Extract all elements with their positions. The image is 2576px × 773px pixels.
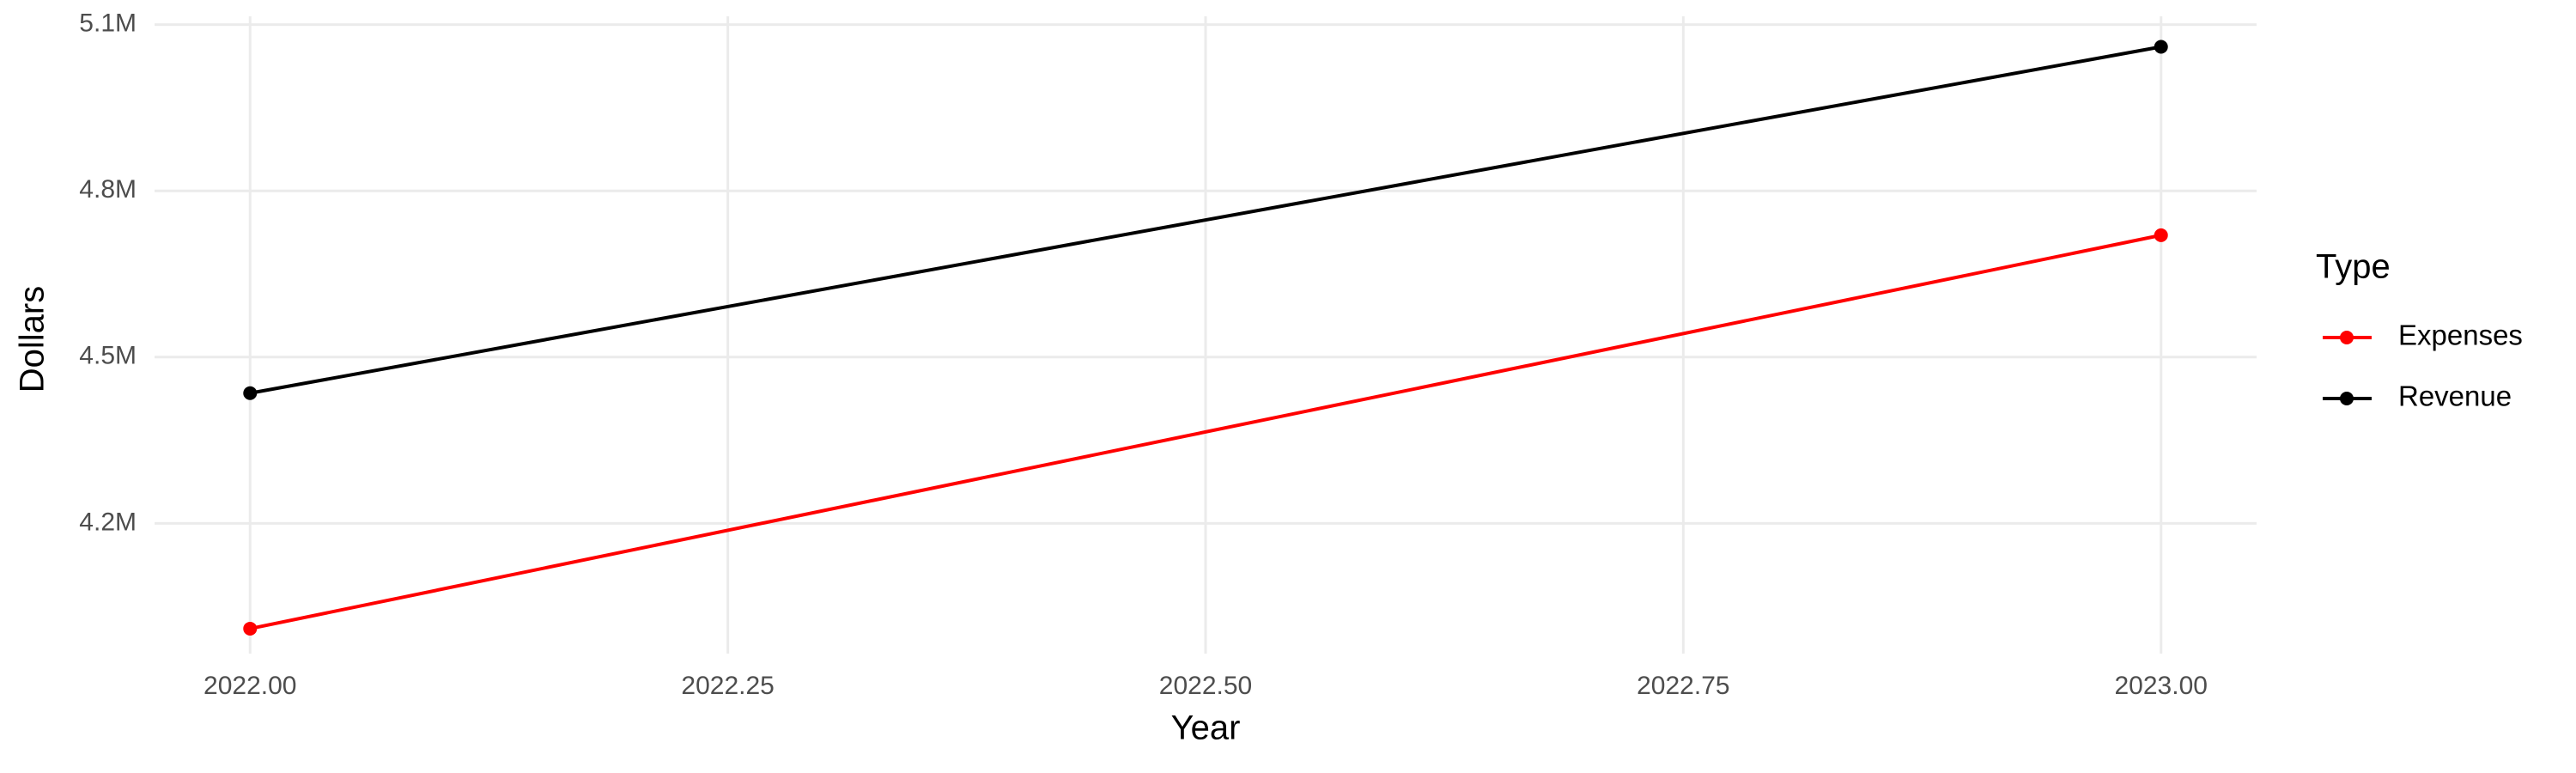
x-tick-label: 2023.00 xyxy=(2115,672,2208,700)
legend-title: Type xyxy=(2316,248,2391,286)
legend-label: Expenses xyxy=(2398,320,2523,351)
data-point xyxy=(2154,228,2168,242)
x-axis-title: Year xyxy=(1171,709,1241,747)
legend-key-point xyxy=(2340,331,2354,344)
data-point xyxy=(243,386,258,400)
y-tick-label: 4.2M xyxy=(79,508,137,536)
x-tick-label: 2022.75 xyxy=(1637,672,1729,700)
y-tick-label: 5.1M xyxy=(79,9,137,38)
legend-key-point xyxy=(2340,392,2354,405)
x-tick-label: 2022.50 xyxy=(1159,672,1252,700)
data-point xyxy=(2154,40,2168,54)
y-axis-title: Dollars xyxy=(14,286,52,393)
series-line xyxy=(249,233,2162,630)
data-point xyxy=(243,621,258,636)
y-tick-label: 4.5M xyxy=(79,342,137,370)
series-line xyxy=(249,45,2162,395)
legend-label: Revenue xyxy=(2398,380,2512,412)
x-tick-label: 2022.25 xyxy=(681,672,774,700)
y-tick-label: 4.8M xyxy=(79,175,137,204)
x-tick-label: 2022.00 xyxy=(204,672,296,700)
